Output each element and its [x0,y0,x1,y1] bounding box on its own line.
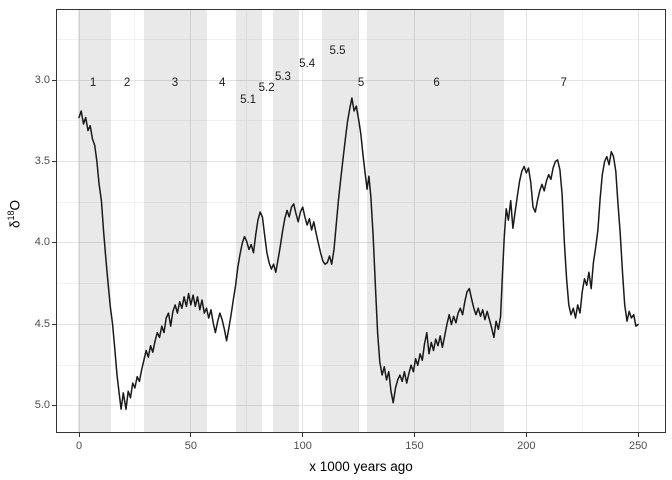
d18o-line-series [78,97,639,410]
stage-band [321,9,359,433]
x-major-gridline [78,9,80,433]
x-tick-label: 250 [628,440,648,452]
y-tick-mark [52,161,56,163]
x-tick-mark [78,433,80,437]
y-tick-label: 5.0 [34,399,50,412]
x-minor-gridline [358,9,360,433]
y-tick-label: 3.5 [34,155,50,168]
x-tick-label: 100 [293,440,312,452]
x-minor-gridline [134,9,136,433]
stage-label-6: 6 [433,77,440,90]
x-tick-label: 50 [184,440,197,452]
x-tick-label: 150 [405,440,424,452]
plot-panel: 1 2 3 4 5.1 5.2 5.3 5.4 5.5 5 6 7 [56,9,666,433]
y-minor-gridline [56,283,666,285]
x-tick-mark [637,433,639,437]
stage-label-5: 5 [357,77,365,90]
y-major-gridline [56,242,666,244]
y-title-o: O [7,199,23,211]
x-tick-mark [413,433,415,437]
stage-band [273,9,299,433]
y-major-gridline [56,79,666,81]
stage-label-7: 7 [560,77,567,90]
stage-label-5.1: 5.1 [240,93,257,106]
x-major-gridline [302,9,304,433]
stage-label-1: 1 [89,77,97,90]
stage-label-2: 2 [123,77,131,90]
stage-label-5.4: 5.4 [299,57,316,70]
y-title-superscript: 18 [5,210,16,221]
y-tick-mark [52,242,56,244]
x-major-gridline [190,9,192,433]
y-tick-mark [52,323,56,325]
x-major-gridline [525,9,527,433]
x-major-gridline [637,9,639,433]
stage-label-5.3: 5.3 [274,70,291,83]
x-tick-mark [190,433,192,437]
x-axis-title: x 1000 years ago [309,459,413,474]
stage-label-4: 4 [218,77,226,90]
y-minor-gridline [56,201,666,203]
y-tick-label: 4.5 [34,317,50,330]
stage-band [143,9,207,433]
stage-band [366,9,505,433]
stage-label-5.5: 5.5 [329,44,346,57]
x-tick-label: 200 [517,440,536,452]
y-axis-title: δ18O [6,200,23,228]
stage-band [77,9,111,433]
x-tick-label: 0 [75,440,83,452]
y-tick-label: 3.0 [34,73,50,86]
x-minor-gridline [469,9,471,433]
y-title-delta: δ [7,220,23,229]
x-tick-mark [525,433,527,437]
x-minor-gridline [246,9,248,433]
x-major-gridline [413,9,415,433]
y-tick-mark [52,405,56,407]
y-minor-gridline [56,120,666,122]
d18o-polyline [78,97,639,410]
y-minor-gridline [56,364,666,366]
y-tick-label: 4.0 [34,236,50,249]
y-tick-mark [52,79,56,81]
x-tick-mark [302,433,304,437]
stage-label-5.2: 5.2 [258,82,275,95]
x-minor-gridline [581,9,583,433]
y-major-gridline [56,161,666,163]
y-major-gridline [56,405,666,407]
y-minor-gridline [56,38,666,40]
stage-label-3: 3 [171,77,179,90]
y-major-gridline [56,323,666,325]
